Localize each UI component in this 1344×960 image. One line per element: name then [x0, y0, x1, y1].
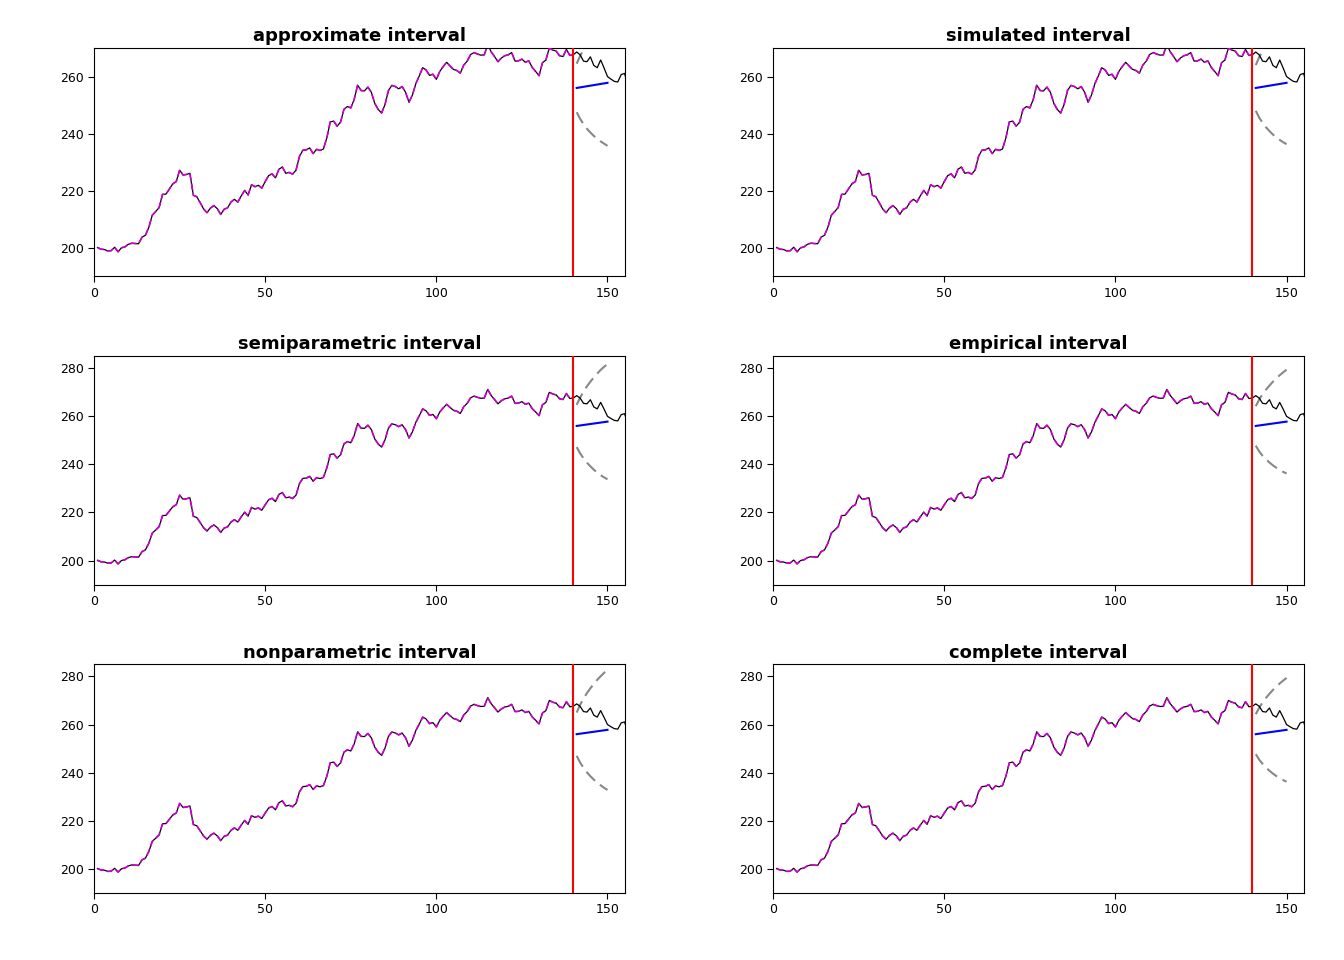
- Title: simulated interval: simulated interval: [946, 27, 1130, 45]
- Title: approximate interval: approximate interval: [253, 27, 466, 45]
- Title: nonparametric interval: nonparametric interval: [243, 643, 476, 661]
- Title: empirical interval: empirical interval: [949, 335, 1128, 353]
- Title: semiparametric interval: semiparametric interval: [238, 335, 481, 353]
- Title: complete interval: complete interval: [949, 643, 1128, 661]
